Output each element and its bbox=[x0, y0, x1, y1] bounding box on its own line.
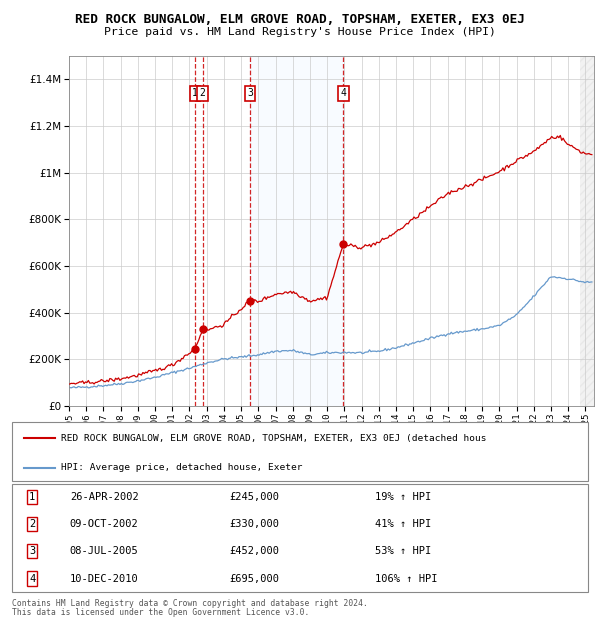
Text: 08-JUL-2005: 08-JUL-2005 bbox=[70, 546, 139, 556]
Text: 26-APR-2002: 26-APR-2002 bbox=[70, 492, 139, 502]
Text: 106% ↑ HPI: 106% ↑ HPI bbox=[375, 574, 437, 583]
Text: This data is licensed under the Open Government Licence v3.0.: This data is licensed under the Open Gov… bbox=[12, 608, 310, 617]
Text: 19% ↑ HPI: 19% ↑ HPI bbox=[375, 492, 431, 502]
Text: HPI: Average price, detached house, Exeter: HPI: Average price, detached house, Exet… bbox=[61, 463, 302, 472]
Text: £452,000: £452,000 bbox=[229, 546, 279, 556]
Text: 09-OCT-2002: 09-OCT-2002 bbox=[70, 520, 139, 529]
Text: Price paid vs. HM Land Registry's House Price Index (HPI): Price paid vs. HM Land Registry's House … bbox=[104, 27, 496, 37]
Text: 2: 2 bbox=[29, 520, 35, 529]
Text: 53% ↑ HPI: 53% ↑ HPI bbox=[375, 546, 431, 556]
Text: 2: 2 bbox=[200, 88, 206, 98]
Text: £330,000: £330,000 bbox=[229, 520, 279, 529]
Text: 3: 3 bbox=[29, 546, 35, 556]
Text: 41% ↑ HPI: 41% ↑ HPI bbox=[375, 520, 431, 529]
Text: RED ROCK BUNGALOW, ELM GROVE ROAD, TOPSHAM, EXETER, EX3 0EJ (detached hous: RED ROCK BUNGALOW, ELM GROVE ROAD, TOPSH… bbox=[61, 433, 487, 443]
Text: 1: 1 bbox=[29, 492, 35, 502]
FancyBboxPatch shape bbox=[12, 484, 588, 592]
Text: Contains HM Land Registry data © Crown copyright and database right 2024.: Contains HM Land Registry data © Crown c… bbox=[12, 599, 368, 608]
Text: 4: 4 bbox=[29, 574, 35, 583]
Text: £245,000: £245,000 bbox=[229, 492, 279, 502]
Text: 1: 1 bbox=[192, 88, 198, 98]
Text: 4: 4 bbox=[340, 88, 346, 98]
Text: £695,000: £695,000 bbox=[229, 574, 279, 583]
Text: RED ROCK BUNGALOW, ELM GROVE ROAD, TOPSHAM, EXETER, EX3 0EJ: RED ROCK BUNGALOW, ELM GROVE ROAD, TOPSH… bbox=[75, 14, 525, 26]
Bar bbox=[250, 56, 343, 406]
Bar bbox=[580, 56, 594, 406]
Text: 3: 3 bbox=[247, 88, 253, 98]
FancyBboxPatch shape bbox=[12, 422, 588, 480]
Text: 10-DEC-2010: 10-DEC-2010 bbox=[70, 574, 139, 583]
